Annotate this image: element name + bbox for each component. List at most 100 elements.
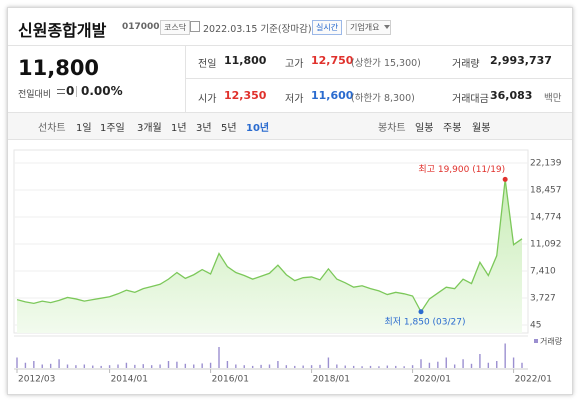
change-pct: 0.00% <box>81 84 123 98</box>
x-tick-label: 2014/01 <box>111 375 148 385</box>
period-tab[interactable]: 3년 <box>196 123 212 134</box>
volume-bar <box>58 359 60 368</box>
candle-tab[interactable]: 일봉 <box>415 123 434 134</box>
x-tick-label: 2018/01 <box>313 375 350 385</box>
calendar-icon <box>190 21 200 32</box>
divider <box>8 45 572 46</box>
volume-bar <box>277 361 279 368</box>
volume-bar <box>294 365 296 368</box>
volume-bar <box>235 364 237 368</box>
volume-bar <box>336 364 338 368</box>
tab-label: 봉차트 <box>378 123 406 134</box>
y-tick-label: 3,727 <box>530 294 556 304</box>
volume-bar <box>453 364 456 368</box>
period-tab[interactable]: 5년 <box>221 123 237 134</box>
stat-value: 12,750 <box>311 54 354 67</box>
volume-bar <box>403 366 405 368</box>
tab-label: 선차트 <box>38 123 66 134</box>
volume-legend: 거래량 <box>540 336 563 346</box>
volume-bar <box>260 364 262 368</box>
volume-bar <box>134 364 136 368</box>
company-button[interactable]: 기업개요 <box>346 20 392 35</box>
period-tab[interactable]: 1년 <box>171 123 187 134</box>
volume-bar <box>285 365 288 368</box>
volume-bar <box>487 362 490 368</box>
market-badge: 코스닥 <box>160 20 191 35</box>
volume-bar <box>378 366 380 368</box>
candle-tab[interactable]: 주봉 <box>443 123 462 134</box>
volume-bar <box>142 364 144 368</box>
volume-bar <box>33 361 35 368</box>
volume-bar <box>369 365 372 368</box>
stat-value: 12,350 <box>224 89 267 102</box>
volume-bar <box>462 359 464 368</box>
x-tick-label: 2016/01 <box>212 375 249 385</box>
volume-bar <box>167 361 170 368</box>
stat-note: 백만 <box>544 93 562 104</box>
volume-bar <box>302 365 304 368</box>
realtime-button[interactable]: 실시간 <box>312 20 343 35</box>
x-tick-label: 2022/01 <box>515 375 552 385</box>
volume-bar <box>159 364 161 368</box>
stat-label: 저가 <box>285 94 304 105</box>
volume-bar <box>41 364 43 368</box>
period-tab[interactable]: 3개월 <box>137 123 162 134</box>
annotation: 최고 19,900 (11/19) <box>418 164 505 175</box>
stock-code: 017000 <box>122 22 160 32</box>
volume-bar <box>209 362 212 368</box>
date: 2022.03.15 기준(장마감) <box>203 24 312 35</box>
period-tab[interactable]: 1주일 <box>100 123 125 134</box>
divider <box>185 78 572 79</box>
volume-bar <box>117 364 119 368</box>
y-tick-label: 7,410 <box>530 266 556 276</box>
stat-label: 거래대금 <box>452 94 489 105</box>
tab-bar <box>8 112 572 140</box>
x-tick-label: 2012/03 <box>18 375 55 385</box>
volume-bar <box>437 361 439 368</box>
stat-label: 거래량 <box>452 59 480 70</box>
stat-value: 36,083 <box>490 89 533 102</box>
y-tick-label: 22,139 <box>530 159 562 169</box>
volume-bar <box>504 343 506 368</box>
stat-label: 고가 <box>285 59 304 70</box>
volume-bar <box>428 362 431 368</box>
volume-bar <box>496 361 498 368</box>
extreme-marker <box>418 309 424 315</box>
volume-bar <box>75 365 77 368</box>
volume-bar <box>66 364 69 368</box>
x-tick-label: 2020/01 <box>414 375 451 385</box>
candle-tab[interactable]: 월봉 <box>472 123 491 134</box>
volume-bar <box>24 362 27 368</box>
volume-bar <box>150 365 153 368</box>
dropdown-arrow <box>384 25 390 32</box>
volume-bar <box>310 365 313 368</box>
price: 11,800 <box>18 56 100 80</box>
separator <box>76 86 77 97</box>
volume-bar <box>327 357 330 368</box>
volume-bar <box>352 365 355 368</box>
price-line <box>16 179 523 314</box>
volume-bar <box>395 365 397 368</box>
change-label: 전일대비 <box>18 90 52 100</box>
period-tab[interactable]: 10년 <box>246 123 270 134</box>
volume-legend-swatch <box>534 339 538 343</box>
volume-bar <box>411 365 414 368</box>
volume-bar <box>184 363 187 368</box>
volume-bar <box>49 363 52 368</box>
volume-bar <box>176 361 178 368</box>
y-tick-label: 11,092 <box>530 240 562 250</box>
change: 0 <box>66 84 75 98</box>
area <box>17 179 522 333</box>
volume-bar <box>16 357 18 368</box>
period-tab[interactable]: 1일 <box>76 123 92 134</box>
volume-bar <box>445 357 447 368</box>
volume-bar <box>361 366 363 368</box>
volume-bar <box>420 359 422 368</box>
stat-label: 전일 <box>198 59 217 70</box>
stat-value: 11,600 <box>311 89 354 102</box>
stat-label: 시가 <box>198 94 217 105</box>
volume-bar <box>108 365 111 368</box>
divider <box>185 45 186 112</box>
